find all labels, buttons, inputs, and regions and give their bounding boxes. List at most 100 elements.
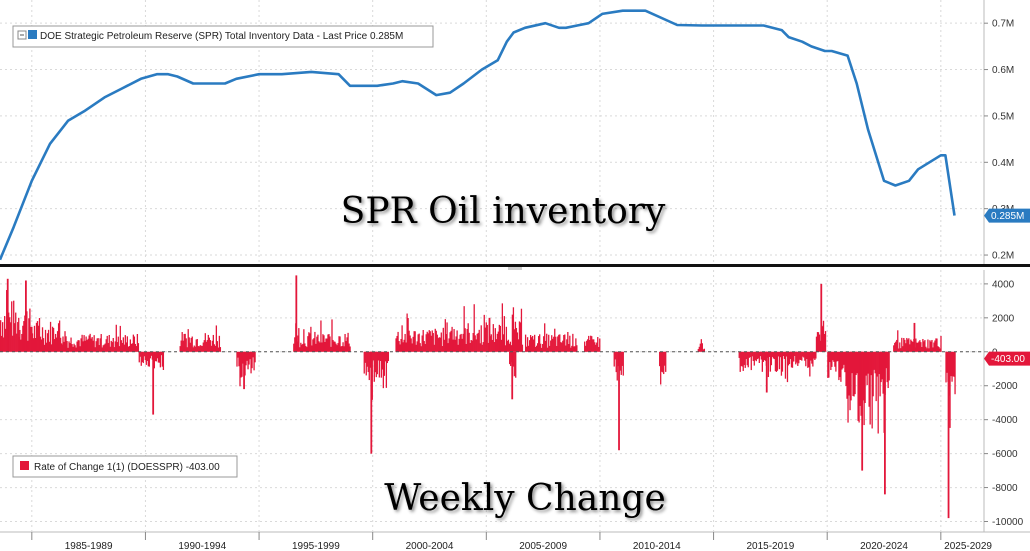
weekly-change-bar: [30, 326, 32, 352]
weekly-change-bar: [760, 351, 762, 360]
weekly-change-bar: [588, 335, 590, 352]
weekly-change-bar: [815, 351, 817, 359]
weekly-change-bar: [335, 343, 337, 352]
weekly-change-bar: [211, 340, 213, 352]
weekly-change-bar: [880, 351, 882, 383]
weekly-change-bar: [936, 338, 938, 352]
weekly-change-bar: [22, 325, 24, 352]
weekly-change-bar: [310, 326, 312, 352]
weekly-change-bar: [330, 346, 332, 352]
weekly-change-bar: [46, 333, 49, 352]
weekly-change-bar: [498, 324, 500, 352]
weekly-change-bar: [475, 339, 477, 352]
weekly-change-bar: [244, 351, 246, 376]
weekly-change-bar: [404, 333, 406, 352]
weekly-change-bar: [835, 351, 837, 372]
weekly-change-bar: [395, 338, 397, 352]
weekly-change-bar: [5, 328, 7, 352]
weekly-change-bar: [157, 351, 160, 363]
weekly-change-bar: [837, 351, 839, 361]
weekly-change-bar: [901, 337, 903, 352]
weekly-change-bar: [343, 346, 345, 352]
weekly-change-bar: [424, 343, 426, 352]
weekly-change-bar: [816, 332, 819, 352]
weekly-change-bar: [119, 325, 121, 352]
weekly-change-bar: [429, 331, 431, 352]
weekly-change-bar: [566, 339, 568, 352]
weekly-change-bar: [599, 338, 601, 352]
weekly-change-bar: [322, 334, 324, 352]
weekly-change-bar: [794, 351, 796, 356]
weekly-change-bar: [85, 336, 87, 352]
weekly-change-bar: [853, 351, 855, 397]
weekly-change-bar: [241, 351, 243, 377]
weekly-change-bar: [251, 351, 253, 369]
weekly-change-bar: [860, 351, 862, 416]
bottom-last-value-label: -403.00: [991, 354, 1025, 365]
weekly-change-bar: [872, 351, 874, 397]
weekly-change-spike-bar: [820, 283, 823, 352]
panel-divider[interactable]: [0, 264, 1030, 267]
weekly-change-bar: [847, 351, 849, 423]
weekly-change-bar: [874, 351, 876, 374]
weekly-change-bar: [782, 351, 785, 357]
weekly-change-bar: [568, 344, 570, 352]
weekly-change-bar: [516, 332, 519, 352]
weekly-change-bar: [485, 322, 487, 352]
weekly-change-bar: [585, 345, 587, 352]
weekly-change-bar: [20, 339, 22, 352]
weekly-change-bar: [52, 327, 55, 352]
weekly-change-bar: [9, 317, 11, 352]
weekly-change-spike-bar: [6, 278, 9, 352]
weekly-change-bar: [333, 341, 335, 352]
weekly-change-bar: [900, 348, 902, 352]
weekly-change-bar: [306, 347, 308, 352]
weekly-change-bar: [790, 351, 793, 368]
weekly-change-bar: [546, 333, 548, 352]
weekly-change-bar: [42, 338, 45, 352]
weekly-change-bar: [917, 342, 919, 352]
weekly-change-bar: [442, 327, 444, 352]
weekly-change-bar: [937, 346, 939, 352]
weekly-change-bar: [940, 335, 942, 352]
weekly-change-bar: [907, 339, 909, 352]
weekly-change-bar: [334, 341, 336, 352]
weekly-change-bar: [552, 338, 554, 352]
weekly-change-bar: [869, 351, 871, 425]
weekly-change-bar: [773, 351, 776, 360]
weekly-change-bar: [109, 346, 111, 352]
bottom-tick-label-1: -8000: [992, 483, 1018, 494]
weekly-change-bar: [548, 334, 550, 352]
weekly-change-bar: [613, 351, 615, 367]
weekly-change-bar: [10, 322, 12, 352]
weekly-change-bar: [341, 346, 343, 352]
weekly-change-bar: [117, 336, 119, 352]
weekly-change-bar: [36, 321, 39, 352]
weekly-change-bar: [47, 329, 50, 352]
weekly-change-bar: [786, 351, 789, 383]
weekly-change-bar: [219, 347, 222, 352]
weekly-change-bar: [526, 337, 529, 352]
panel-resize-handle[interactable]: [508, 267, 522, 270]
weekly-change-bar: [4, 316, 6, 352]
weekly-change-bar: [448, 338, 450, 352]
weekly-change-bar: [791, 351, 794, 368]
weekly-change-bar: [57, 323, 60, 352]
weekly-change-bar: [509, 351, 511, 365]
weekly-change-bar: [246, 351, 248, 361]
weekly-change-bar: [508, 343, 511, 352]
weekly-change-bar: [308, 332, 310, 352]
weekly-change-bar: [345, 341, 347, 352]
weekly-change-spike-bar: [947, 351, 950, 519]
weekly-change-bar: [876, 351, 878, 377]
weekly-change-bar: [417, 334, 419, 352]
weekly-change-bar: [905, 343, 907, 352]
weekly-change-bar: [703, 348, 705, 352]
weekly-change-bar: [21, 333, 23, 352]
spr-inventory-line: [0, 9, 956, 261]
weekly-change-bar: [414, 331, 416, 352]
weekly-change-bar: [342, 342, 344, 352]
weekly-change-bar: [59, 337, 62, 352]
weekly-change-bar: [210, 345, 212, 352]
weekly-change-bar: [938, 347, 940, 352]
